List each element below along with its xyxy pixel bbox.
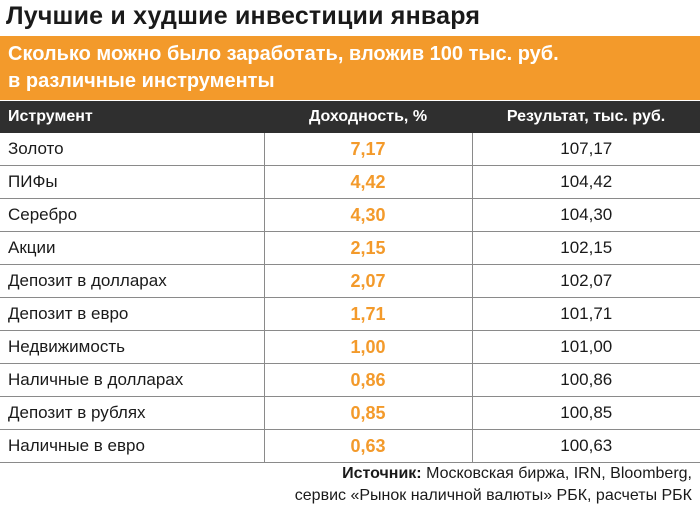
instrument-cell: Золото — [0, 133, 264, 166]
header-instrument: Иструмент — [0, 101, 264, 133]
instrument-cell: Наличные в евро — [0, 429, 264, 463]
header-yield: Доходность, % — [264, 101, 472, 133]
subtitle-line-2: в различные инструменты — [8, 70, 275, 92]
table-header-row: Иструмент Доходность, % Результат, тыс. … — [0, 101, 700, 133]
instrument-cell: Депозит в евро — [0, 297, 264, 331]
result-cell: 101,00 — [472, 330, 700, 364]
yield-cell: 1,71 — [263, 297, 473, 331]
yield-cell: 4,42 — [263, 165, 473, 199]
instrument-cell: Акции — [0, 231, 264, 265]
yield-cell: 0,63 — [263, 429, 473, 463]
table-row: Недвижимость 1,00 101,00 — [0, 330, 700, 364]
result-cell: 107,17 — [472, 133, 700, 166]
result-cell: 101,71 — [472, 297, 700, 331]
table-row: ПИФы 4,42 104,42 — [0, 165, 700, 199]
instrument-cell: Депозит в рублях — [0, 396, 264, 430]
source-note: Источник: Московская биржа, IRN, Bloombe… — [295, 463, 692, 507]
source-text-1: Московская биржа, IRN, Bloomberg, — [421, 465, 692, 482]
yield-cell: 2,15 — [263, 231, 473, 265]
yield-cell: 1,00 — [263, 330, 473, 364]
source-line-2: сервис «Рынок наличной валюты» РБК, расч… — [294, 487, 692, 504]
table-row: Наличные в евро 0,63 100,63 — [0, 429, 700, 463]
table-row: Акции 2,15 102,15 — [0, 231, 700, 265]
subtitle-line-1: Сколько можно было заработать, вложив 10… — [8, 43, 559, 65]
instrument-cell: Недвижимость — [0, 330, 264, 364]
yield-cell: 4,30 — [263, 198, 473, 232]
table-row: Депозит в долларах 2,07 102,07 — [0, 264, 700, 298]
yield-cell: 7,17 — [263, 133, 473, 166]
source-line-1: Источник: Московская биржа, IRN, Bloombe… — [295, 463, 692, 485]
instrument-cell: Наличные в долларах — [0, 363, 264, 397]
page-title: Лучшие и худшие инвестиции января — [6, 2, 481, 30]
subtitle-banner: Сколько можно было заработать, вложив 10… — [0, 36, 700, 100]
table-row: Наличные в долларах 0,86 100,86 — [0, 363, 700, 397]
result-cell: 102,15 — [472, 231, 700, 265]
source-label: Источник: — [342, 465, 422, 482]
header-result: Результат, тыс. руб. — [472, 101, 700, 133]
result-cell: 100,86 — [472, 363, 700, 397]
result-cell: 100,63 — [472, 429, 700, 463]
table-row: Серебро 4,30 104,30 — [0, 198, 700, 232]
yield-cell: 2,07 — [263, 264, 473, 298]
result-cell: 104,30 — [472, 198, 700, 232]
instrument-cell: Серебро — [0, 198, 264, 232]
result-cell: 102,07 — [472, 264, 700, 298]
result-cell: 100,85 — [472, 396, 700, 430]
table-row: Депозит в евро 1,71 101,71 — [0, 297, 700, 331]
table-row: Золото 7,17 107,17 — [0, 133, 700, 166]
yield-cell: 0,86 — [263, 363, 473, 397]
instrument-cell: Депозит в долларах — [0, 264, 264, 298]
investments-table: Иструмент Доходность, % Результат, тыс. … — [0, 101, 700, 463]
table-row: Депозит в рублях 0,85 100,85 — [0, 396, 700, 430]
yield-cell: 0,85 — [263, 396, 473, 430]
instrument-cell: ПИФы — [0, 165, 264, 199]
result-cell: 104,42 — [472, 165, 700, 199]
